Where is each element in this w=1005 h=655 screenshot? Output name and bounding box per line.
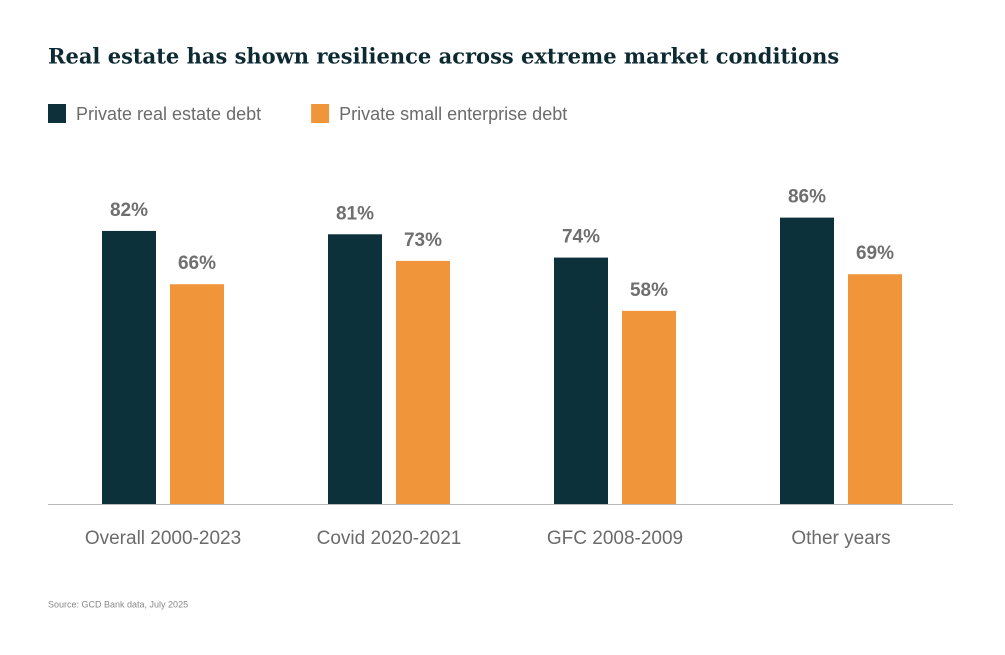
value-label: 86%	[788, 187, 826, 208]
bar	[554, 257, 608, 504]
x-tick-label: GFC 2008-2009	[547, 528, 683, 549]
value-label: 73%	[404, 230, 442, 251]
source-note: Source: GCD Bank data, July 2025	[48, 599, 188, 609]
bar	[396, 260, 450, 504]
legend-label: Private small enterprise debt	[339, 104, 567, 124]
value-label: 66%	[178, 253, 216, 274]
value-label: 82%	[110, 200, 148, 221]
chart-title: Real estate has shown resilience across …	[48, 44, 839, 69]
value-label: 74%	[562, 227, 600, 248]
bar	[170, 284, 224, 504]
x-tick-label: Other years	[791, 528, 890, 549]
bar	[780, 217, 834, 504]
bar	[848, 274, 902, 504]
legend-label: Private real estate debt	[76, 104, 261, 124]
value-label: 58%	[630, 280, 668, 301]
value-label: 81%	[336, 203, 374, 224]
x-tick-label: Covid 2020-2021	[317, 528, 462, 549]
legend-swatch	[48, 104, 66, 123]
legend-swatch	[311, 104, 330, 123]
bar	[102, 230, 156, 504]
bar	[622, 310, 676, 504]
value-label: 69%	[856, 243, 894, 264]
bar	[328, 234, 382, 504]
x-tick-label: Overall 2000-2023	[85, 528, 241, 549]
